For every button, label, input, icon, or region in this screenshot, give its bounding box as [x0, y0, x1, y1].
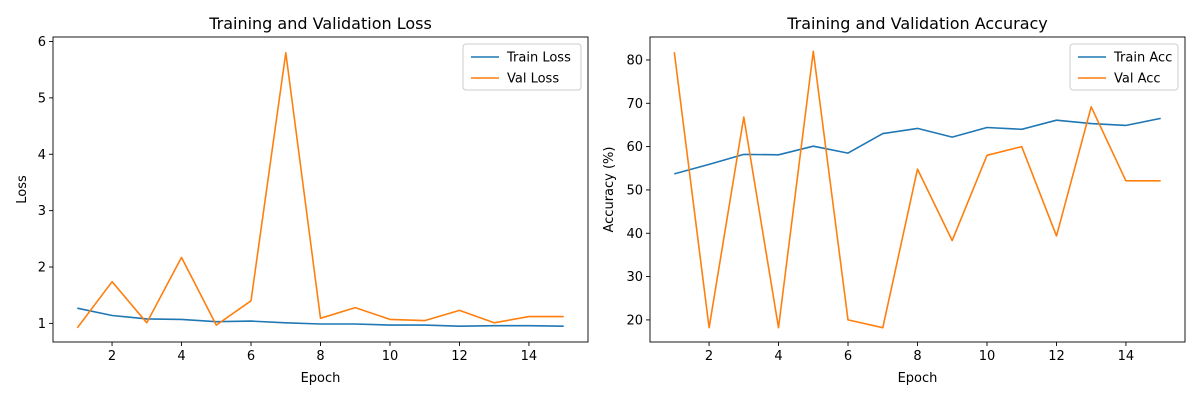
y-tick-label: 3	[38, 204, 46, 219]
y-tick-label: 6	[38, 35, 46, 50]
y-axis-label: Loss	[15, 175, 30, 204]
x-tick-label: 12	[1048, 349, 1065, 364]
x-tick-label: 6	[247, 349, 255, 364]
y-tick-label: 1	[38, 317, 46, 332]
x-tick-label: 10	[382, 349, 399, 364]
y-tick-label: 4	[38, 148, 46, 163]
x-tick-label: 8	[316, 349, 324, 364]
legend: Train Loss Val Loss	[462, 43, 582, 91]
y-axis-label: Accuracy (%)	[602, 147, 617, 233]
x-axis-label: Epoch	[301, 371, 341, 386]
y-tick-label: 30	[626, 270, 643, 285]
series-line-train-acc	[674, 117, 1161, 175]
x-tick-label: 4	[177, 349, 185, 364]
chart-title: Training and Validation Loss	[208, 14, 432, 33]
x-axis-label: Epoch	[898, 371, 938, 386]
series-line-val-acc	[673, 50, 1161, 329]
x-tick-label: 14	[1118, 349, 1135, 364]
legend-label: Train Acc	[1113, 51, 1172, 66]
y-tick-label: 50	[626, 183, 643, 198]
x-tick-label: 8	[913, 349, 921, 364]
x-tick-label: 14	[521, 349, 538, 364]
y-tick-label: 60	[626, 140, 643, 155]
y-tick-label: 20	[626, 313, 643, 328]
x-tick-label: 2	[705, 349, 713, 364]
legend-label: Val Acc	[1114, 72, 1161, 87]
legend-label: Train Loss	[506, 51, 571, 66]
chart-2: Training and Validation Accuracy 2 4 6 8 10 12…	[602, 14, 1186, 386]
legend-label: Val Loss	[507, 72, 559, 87]
chart-title: Training and Validation Accuracy	[786, 14, 1048, 33]
y-tick-label: 40	[626, 227, 643, 242]
x-tick-label: 6	[844, 349, 852, 364]
legend: Train Acc Val Acc	[1069, 43, 1179, 91]
x-tick-label: 2	[108, 349, 116, 364]
series-line-train-loss	[77, 307, 564, 328]
x-tick-label: 10	[979, 349, 996, 364]
series-line-val-loss	[76, 51, 564, 329]
y-tick-label: 80	[626, 53, 643, 68]
x-tick-label: 4	[774, 349, 782, 364]
x-tick-label: 12	[451, 349, 468, 364]
y-tick-label: 70	[626, 97, 643, 112]
y-tick-label: 2	[38, 261, 46, 276]
y-tick-label: 5	[38, 91, 46, 106]
